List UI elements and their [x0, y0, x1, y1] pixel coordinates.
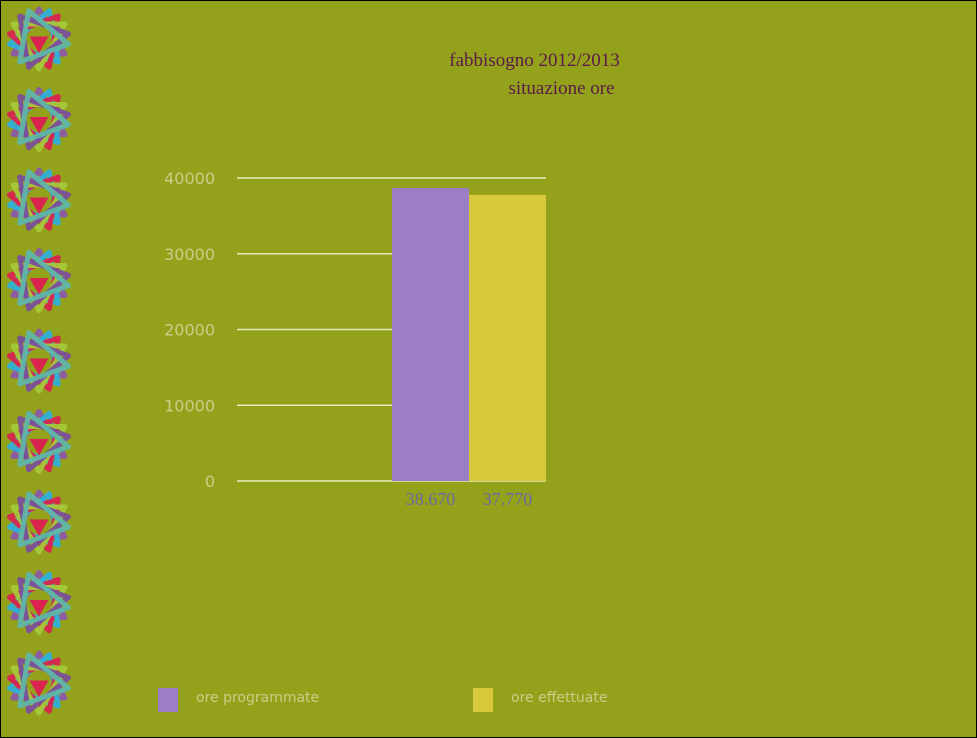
star-knot-icon [7, 328, 71, 394]
bar-ore-effettuate [469, 194, 546, 481]
bar-ore-programmate [392, 188, 469, 481]
chart-subtitle: situazione ore [508, 78, 615, 99]
star-knot-icon [7, 248, 71, 313]
data-label: 37.770 [483, 489, 533, 509]
legend-swatch-ore-effettuate [473, 688, 493, 712]
y-tick-label: 0 [205, 472, 215, 491]
star-knot-icon [7, 489, 71, 555]
y-tick-label: 10000 [164, 396, 215, 415]
y-tick-label: 20000 [164, 321, 215, 340]
legend-swatch-ore-programmate [158, 688, 178, 712]
legend-label-ore-programmate: ore programmate [196, 690, 320, 706]
star-knot-icon [7, 409, 71, 474]
star-knot-icon [7, 650, 71, 716]
star-knot-icon [7, 570, 71, 635]
y-tick-label: 30000 [164, 245, 215, 264]
data-label: 38.670 [406, 489, 456, 509]
chart-title: fabbisogno 2012/2013 [449, 50, 620, 71]
y-tick-label: 40000 [164, 169, 215, 188]
legend-label-ore-effettuate: ore effettuate [511, 690, 608, 706]
star-knot-icon [7, 87, 71, 152]
star-knot-icon [7, 167, 71, 233]
decoration-strip [7, 6, 71, 716]
star-knot-icon [7, 6, 71, 72]
